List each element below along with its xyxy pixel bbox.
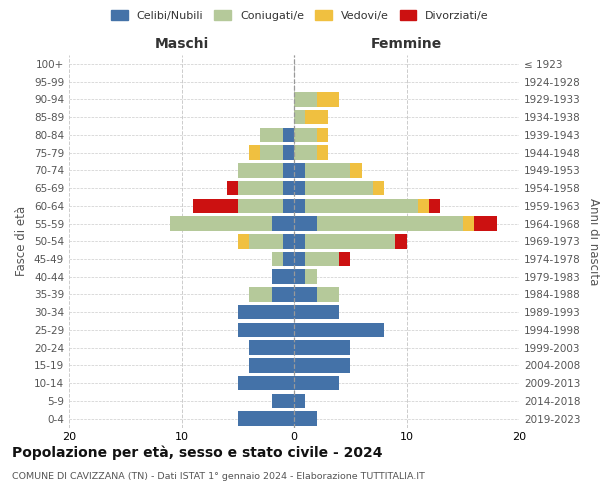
Bar — [294, 216, 317, 231]
Bar — [294, 252, 305, 266]
Bar — [294, 376, 339, 390]
Bar — [317, 128, 328, 142]
Bar — [418, 198, 429, 213]
Bar — [373, 181, 384, 196]
Bar — [294, 128, 317, 142]
Bar — [305, 181, 373, 196]
Bar — [271, 270, 294, 284]
Bar — [305, 270, 317, 284]
Bar — [193, 198, 238, 213]
Bar — [271, 287, 294, 302]
Bar — [283, 252, 294, 266]
Bar — [249, 358, 294, 372]
Bar — [283, 198, 294, 213]
Bar — [271, 252, 283, 266]
Bar — [238, 163, 283, 178]
Bar — [283, 163, 294, 178]
Bar — [294, 340, 350, 355]
Bar — [249, 234, 283, 248]
Text: Femmine: Femmine — [371, 38, 442, 52]
Bar — [260, 128, 283, 142]
Bar — [294, 146, 317, 160]
Bar — [294, 394, 305, 408]
Bar — [170, 216, 271, 231]
Bar — [294, 305, 339, 320]
Bar — [283, 128, 294, 142]
Bar — [317, 92, 339, 106]
Bar — [294, 270, 305, 284]
Bar — [260, 146, 283, 160]
Bar — [238, 181, 283, 196]
Bar — [271, 394, 294, 408]
Text: Popolazione per età, sesso e stato civile - 2024: Popolazione per età, sesso e stato civil… — [12, 446, 383, 460]
Bar — [294, 198, 305, 213]
Bar — [283, 181, 294, 196]
Bar — [294, 287, 317, 302]
Bar — [294, 322, 384, 337]
Bar — [305, 234, 395, 248]
Y-axis label: Fasce di età: Fasce di età — [16, 206, 28, 276]
Bar — [305, 198, 418, 213]
Bar — [283, 234, 294, 248]
Bar — [429, 198, 440, 213]
Bar — [294, 234, 305, 248]
Bar — [294, 110, 305, 124]
Bar — [463, 216, 474, 231]
Bar — [238, 322, 294, 337]
Bar — [350, 163, 361, 178]
Bar — [227, 181, 238, 196]
Legend: Celibi/Nubili, Coniugati/e, Vedovi/e, Divorziati/e: Celibi/Nubili, Coniugati/e, Vedovi/e, Di… — [107, 6, 493, 25]
Bar — [317, 146, 328, 160]
Bar — [238, 198, 283, 213]
Bar — [238, 376, 294, 390]
Bar — [238, 412, 294, 426]
Bar — [249, 287, 271, 302]
Bar — [294, 181, 305, 196]
Bar — [305, 110, 328, 124]
Bar — [271, 216, 294, 231]
Bar — [283, 146, 294, 160]
Bar — [294, 358, 350, 372]
Text: Maschi: Maschi — [154, 38, 209, 52]
Bar — [294, 163, 305, 178]
Bar — [238, 234, 249, 248]
Bar — [305, 252, 339, 266]
Y-axis label: Anni di nascita: Anni di nascita — [587, 198, 600, 285]
Bar — [294, 92, 317, 106]
Bar — [238, 305, 294, 320]
Bar — [317, 216, 463, 231]
Bar — [474, 216, 497, 231]
Bar — [249, 146, 260, 160]
Bar — [249, 340, 294, 355]
Bar — [395, 234, 407, 248]
Bar — [339, 252, 350, 266]
Bar — [294, 412, 317, 426]
Bar — [305, 163, 350, 178]
Bar — [317, 287, 339, 302]
Text: COMUNE DI CAVIZZANA (TN) - Dati ISTAT 1° gennaio 2024 - Elaborazione TUTTITALIA.: COMUNE DI CAVIZZANA (TN) - Dati ISTAT 1°… — [12, 472, 425, 481]
